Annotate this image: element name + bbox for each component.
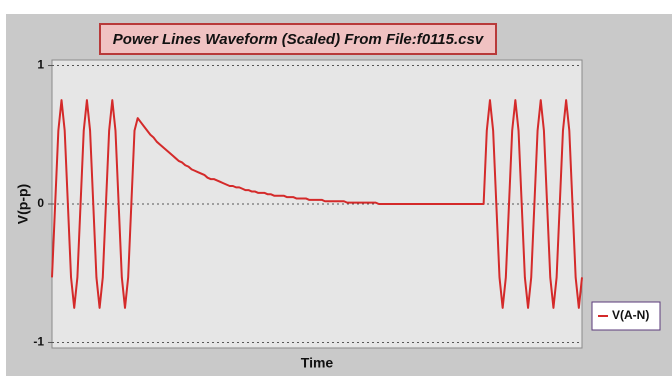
chart-title: Power Lines Waveform (Scaled) From File:… (113, 31, 485, 48)
title-box (99, 23, 497, 55)
x-axis-label: Time (301, 355, 334, 371)
legend-label: V(A-N) (612, 308, 649, 322)
y-tick-label: 0 (37, 196, 44, 210)
y-tick-label: 1 (37, 58, 44, 72)
y-axis-label: V(p-p) (15, 184, 31, 224)
series-line (51, 99, 583, 309)
y-tick-label: -1 (33, 335, 44, 349)
